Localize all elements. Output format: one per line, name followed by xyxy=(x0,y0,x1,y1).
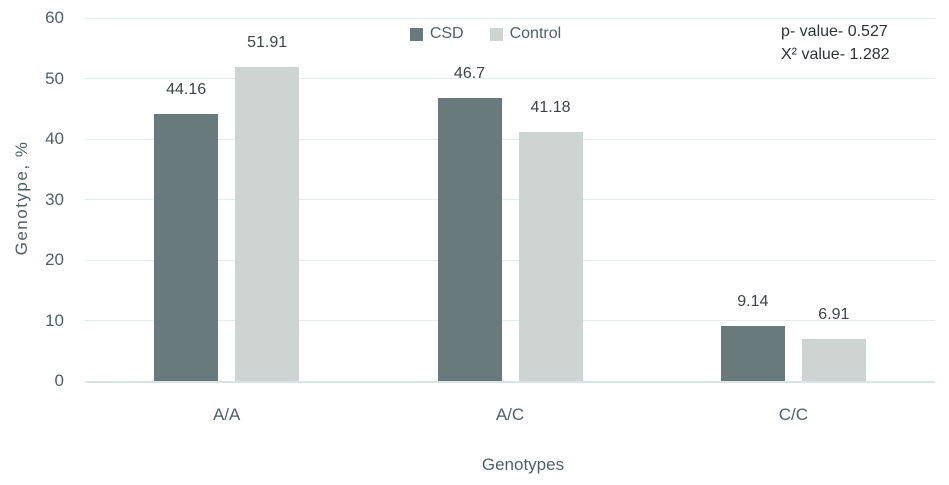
y-axis-tick-label: 20 xyxy=(45,250,64,269)
value-label-control-a-a: 51.91 xyxy=(247,33,288,51)
value-label-csd-a-a: 44.16 xyxy=(166,80,207,98)
x-axis-title: Genotypes xyxy=(481,455,565,474)
gridline-60 xyxy=(85,17,935,19)
bar-csd-a-a xyxy=(154,113,219,381)
x-axis-tick-label: A/C xyxy=(495,405,525,424)
legend-item-control: Control xyxy=(489,25,562,43)
legend-swatch-control xyxy=(489,27,503,41)
bar-control-a-c xyxy=(518,131,583,381)
y-axis-title: Genotype, % xyxy=(12,140,31,256)
gridline-10 xyxy=(85,320,935,321)
value-label-control-c-c: 6.91 xyxy=(818,306,850,324)
chi-square-value-text: X² value- 1.282 xyxy=(781,46,890,63)
bar-csd-c-c xyxy=(720,325,785,381)
y-axis-tick-label: 40 xyxy=(45,129,64,148)
y-axis-tick-label: 50 xyxy=(45,68,64,88)
gridline-20 xyxy=(85,259,935,261)
gridline-30 xyxy=(85,199,935,200)
y-axis-tick-label: 30 xyxy=(45,189,64,209)
bar-control-c-c xyxy=(801,339,866,381)
x-axis-tick-label: A/A xyxy=(212,405,241,424)
legend-swatch-csd xyxy=(409,27,423,41)
y-axis-tick-label: 0 xyxy=(54,371,64,390)
bar-csd-a-c xyxy=(437,98,502,381)
chart-legend: CSD Control xyxy=(0,25,949,43)
p-value-text: p- value- 0.527 xyxy=(781,23,888,40)
gridline-40 xyxy=(85,138,935,140)
gridline-50 xyxy=(85,78,935,79)
legend-label: Control xyxy=(509,25,562,42)
y-axis-tick-label: 10 xyxy=(45,310,64,330)
value-label-csd-a-c: 46.7 xyxy=(453,65,486,83)
x-axis-tick-label: C/C xyxy=(778,405,808,424)
bar-control-a-a xyxy=(235,66,300,381)
value-label-csd-c-c: 9.14 xyxy=(737,292,769,310)
y-axis-tick-label: 60 xyxy=(45,8,64,27)
legend-label: CSD xyxy=(429,25,464,42)
value-label-control-a-c: 41.18 xyxy=(530,98,571,116)
legend-item-csd: CSD xyxy=(409,25,464,43)
gridline-0 xyxy=(85,380,935,383)
stats-annotation: p- value- 0.527 X² value- 1.282 xyxy=(781,20,890,66)
